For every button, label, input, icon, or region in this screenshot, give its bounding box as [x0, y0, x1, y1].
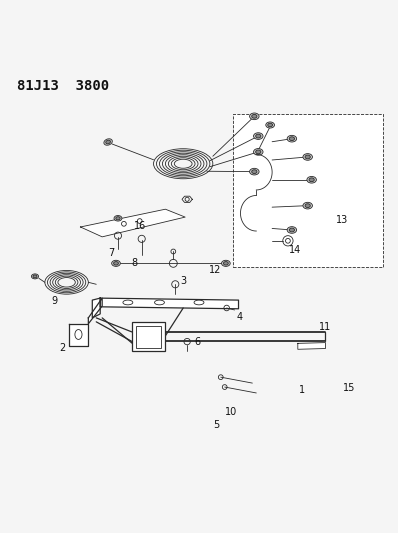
Ellipse shape	[268, 123, 273, 127]
Ellipse shape	[252, 169, 257, 174]
Ellipse shape	[266, 122, 275, 128]
Text: 11: 11	[319, 321, 332, 332]
Text: 1: 1	[298, 385, 305, 395]
Text: 2: 2	[60, 343, 66, 352]
Text: 7: 7	[108, 248, 114, 257]
Ellipse shape	[254, 149, 263, 155]
Ellipse shape	[305, 155, 310, 159]
Bar	[132, 322, 166, 351]
Text: 12: 12	[209, 265, 222, 276]
Ellipse shape	[106, 140, 110, 144]
Polygon shape	[80, 209, 185, 237]
Polygon shape	[88, 298, 102, 324]
Text: 4: 4	[236, 312, 242, 322]
Ellipse shape	[113, 262, 118, 265]
Text: 6: 6	[194, 337, 200, 347]
Polygon shape	[100, 298, 238, 309]
Bar	[136, 326, 162, 348]
Bar	[232, 115, 383, 266]
Text: 13: 13	[336, 215, 348, 225]
Ellipse shape	[104, 139, 112, 145]
Ellipse shape	[305, 204, 310, 207]
Ellipse shape	[307, 176, 316, 183]
Text: 8: 8	[131, 257, 138, 268]
Polygon shape	[68, 324, 88, 345]
Ellipse shape	[112, 260, 120, 266]
Ellipse shape	[254, 133, 263, 140]
Ellipse shape	[224, 262, 228, 265]
Polygon shape	[298, 343, 326, 349]
Text: 3: 3	[180, 276, 186, 286]
Text: 10: 10	[224, 407, 237, 417]
Text: 81J13  3800: 81J13 3800	[17, 79, 109, 93]
Ellipse shape	[287, 135, 297, 142]
Ellipse shape	[309, 178, 314, 182]
Ellipse shape	[116, 217, 120, 220]
Text: 15: 15	[343, 383, 355, 393]
Ellipse shape	[287, 227, 297, 233]
Ellipse shape	[303, 154, 312, 160]
Ellipse shape	[250, 113, 259, 119]
Text: 14: 14	[289, 245, 301, 254]
Ellipse shape	[289, 228, 295, 232]
Ellipse shape	[222, 260, 230, 266]
Ellipse shape	[252, 115, 257, 118]
Text: 5: 5	[214, 419, 220, 430]
Ellipse shape	[31, 274, 39, 279]
Ellipse shape	[303, 203, 312, 209]
Text: 16: 16	[135, 221, 146, 231]
Ellipse shape	[250, 168, 259, 175]
Ellipse shape	[256, 134, 261, 138]
Polygon shape	[92, 298, 100, 318]
Ellipse shape	[289, 137, 295, 141]
Text: 9: 9	[52, 296, 58, 306]
Ellipse shape	[256, 150, 261, 154]
Ellipse shape	[33, 275, 37, 278]
Ellipse shape	[114, 215, 122, 221]
